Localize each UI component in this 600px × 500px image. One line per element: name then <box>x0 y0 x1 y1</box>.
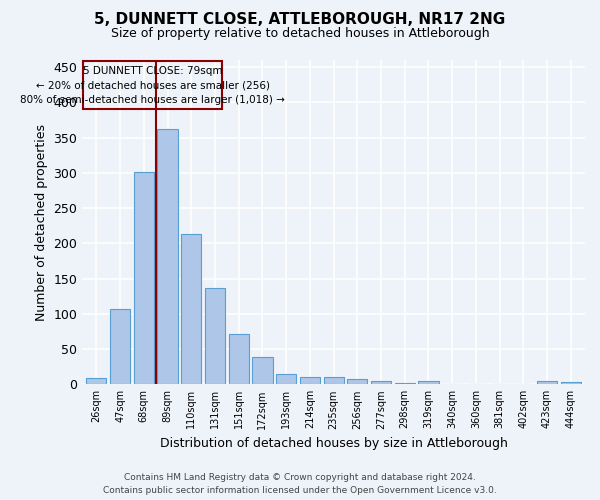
X-axis label: Distribution of detached houses by size in Attleborough: Distribution of detached houses by size … <box>160 437 508 450</box>
Text: 5, DUNNETT CLOSE, ATTLEBOROUGH, NR17 2NG: 5, DUNNETT CLOSE, ATTLEBOROUGH, NR17 2NG <box>94 12 506 28</box>
Bar <box>371 381 391 384</box>
Bar <box>110 309 130 384</box>
Y-axis label: Number of detached properties: Number of detached properties <box>35 124 48 320</box>
Bar <box>537 382 557 384</box>
Bar <box>418 382 439 384</box>
Bar <box>323 378 344 384</box>
Text: 5 DUNNETT CLOSE: 79sqm
← 20% of detached houses are smaller (256)
80% of semi-de: 5 DUNNETT CLOSE: 79sqm ← 20% of detached… <box>20 66 285 105</box>
Bar <box>253 357 272 384</box>
Bar <box>276 374 296 384</box>
Bar <box>300 376 320 384</box>
Bar <box>181 234 202 384</box>
Text: Size of property relative to detached houses in Attleborough: Size of property relative to detached ho… <box>110 28 490 40</box>
Bar <box>86 378 106 384</box>
Bar <box>157 129 178 384</box>
Bar <box>205 288 225 384</box>
Text: Contains HM Land Registry data © Crown copyright and database right 2024.
Contai: Contains HM Land Registry data © Crown c… <box>103 474 497 495</box>
Bar <box>229 334 249 384</box>
Bar <box>347 380 367 384</box>
Bar <box>134 172 154 384</box>
Bar <box>395 383 415 384</box>
Bar <box>560 382 581 384</box>
